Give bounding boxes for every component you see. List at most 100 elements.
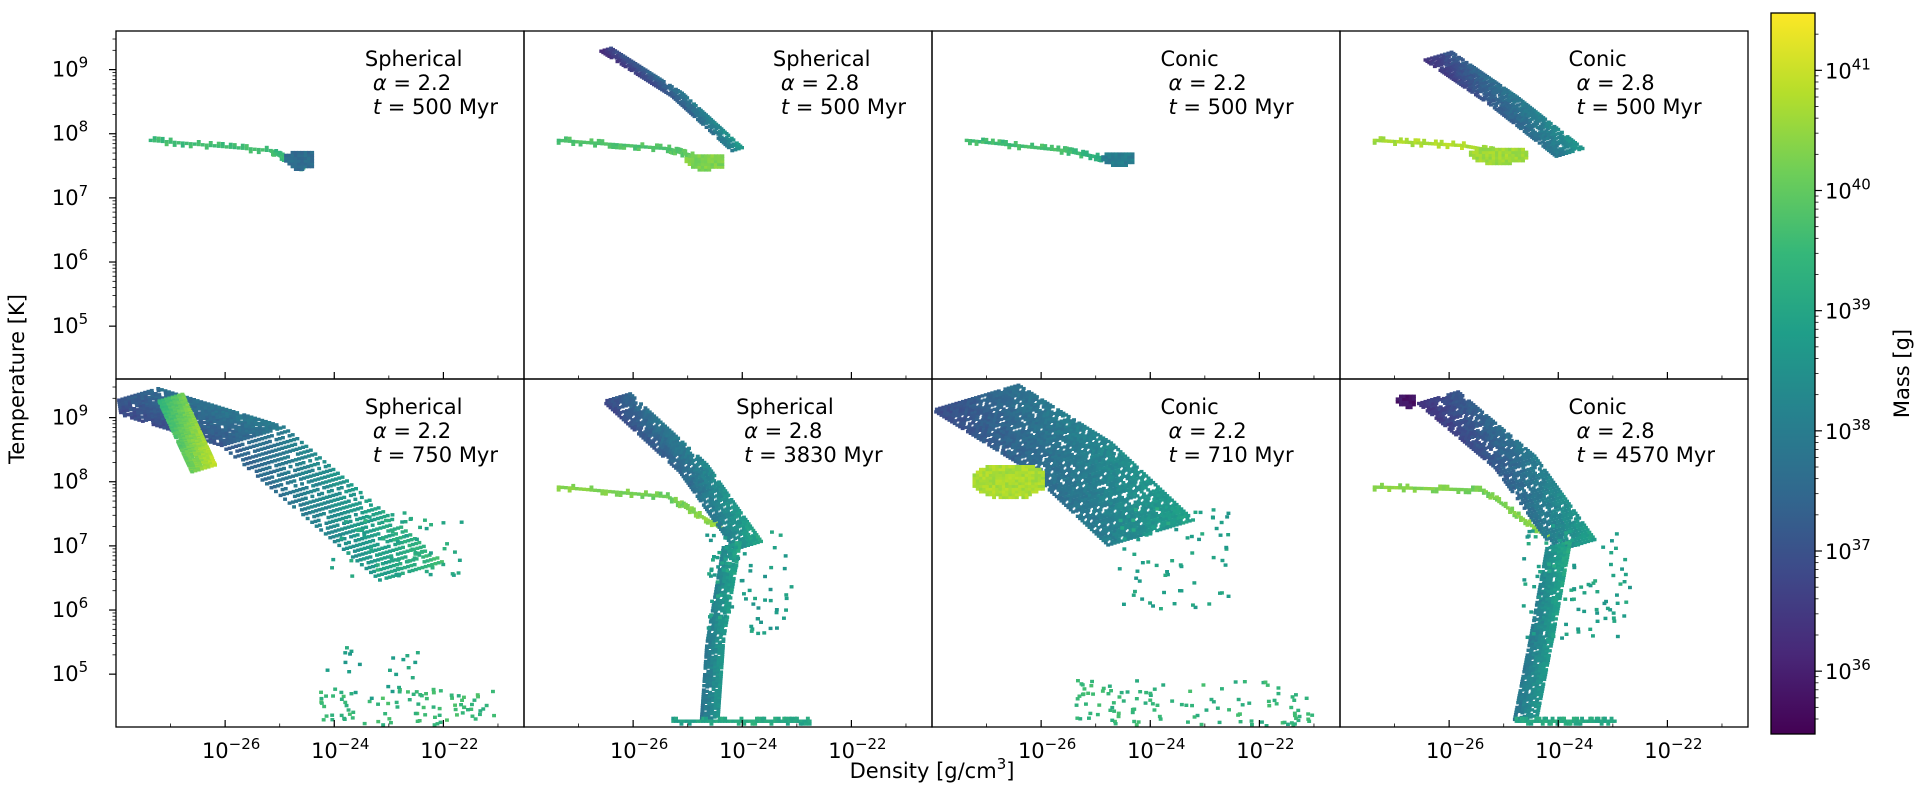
- heatmap-cell-p6: [722, 577, 727, 581]
- heatmap-cell-p7: [1040, 410, 1045, 414]
- heatmap-cell-p2: [611, 142, 616, 147]
- heatmap-cell-p5: [339, 512, 344, 516]
- heatmap-cell-p5: [318, 471, 323, 475]
- heatmap-cell-p6: [709, 480, 713, 484]
- heatmap-cell-p2: [676, 89, 680, 93]
- heatmap-cell-p5: [125, 408, 130, 413]
- heatmap-cell-p5: [380, 546, 385, 550]
- heatmap-cell-p6: [678, 470, 683, 474]
- heatmap-cell-p5: [328, 494, 332, 499]
- heatmap-cell-p6: [668, 441, 673, 445]
- heatmap-cell-p5: [298, 503, 303, 507]
- heatmap-cell-p7: [1009, 388, 1014, 392]
- heatmap-cell-p5: [343, 526, 348, 530]
- heatmap-cell-p6: [713, 611, 718, 615]
- heatmap-cell-p5: [420, 549, 424, 554]
- heatmap-cell-p5: [167, 397, 172, 401]
- heatmap-cell-p6: [619, 416, 624, 420]
- heatmap-cell-p3: [1124, 158, 1128, 162]
- heatmap-cell-p4: [1511, 120, 1516, 125]
- heatmap-cell-p5: [331, 694, 335, 698]
- heatmap-cell-p6: [671, 498, 676, 502]
- heatmap-cell-p7: [991, 398, 996, 402]
- heatmap-cell-p6: [715, 555, 720, 560]
- heatmap-cell-p5: [432, 723, 437, 727]
- heatmap-cell-p4: [1483, 77, 1488, 81]
- heatmap-cell-p5: [211, 459, 216, 463]
- heatmap-cell-p5: [236, 421, 241, 425]
- heatmap-cell-p4: [1390, 139, 1395, 144]
- heatmap-cell-p5: [302, 476, 306, 480]
- heatmap-cell-p6: [687, 507, 692, 512]
- heatmap-cell-p5: [259, 473, 264, 477]
- heatmap-cell-p5: [291, 474, 295, 478]
- heatmap-cell-p2: [640, 142, 645, 146]
- heatmap-cell-p6: [715, 618, 720, 622]
- heatmap-cell-p6: [736, 549, 741, 553]
- heatmap-cell-p5: [253, 418, 258, 423]
- heatmap-cell-p5: [301, 502, 306, 506]
- heatmap-cell-p2: [680, 154, 685, 158]
- heatmap-cell-p5: [363, 551, 368, 555]
- heatmap-cell-p4: [1548, 121, 1553, 126]
- heatmap-cell-p1: [307, 162, 311, 166]
- heatmap-cell-p5: [200, 408, 205, 412]
- heatmap-cell-p2: [648, 74, 653, 78]
- heatmap-cell-p5: [221, 432, 226, 436]
- heatmap-cell-p6: [614, 399, 618, 403]
- heatmap-cell-p2: [713, 157, 718, 161]
- heatmap-cell-p2: [669, 85, 674, 89]
- heatmap-cell-p6: [710, 487, 715, 491]
- heatmap-cell-p5: [373, 559, 377, 563]
- heatmap-cell-p6: [713, 667, 717, 672]
- heatmap-cell-p7: [999, 391, 1004, 395]
- heatmap-cell-p7: [996, 418, 1000, 423]
- heatmap-cell-p6: [703, 662, 708, 666]
- heatmap-cell-p5: [326, 489, 331, 494]
- heatmap-cell-p6: [625, 491, 630, 495]
- heatmap-cell-p6: [671, 719, 676, 723]
- heatmap-cell-p7: [1028, 423, 1033, 428]
- heatmap-cell-p6: [664, 453, 669, 457]
- heatmap-cell-p5: [348, 493, 353, 498]
- heatmap-cell-p5: [244, 423, 248, 427]
- heatmap-cell-p2: [567, 136, 572, 141]
- heatmap-cell-p5: [211, 411, 216, 416]
- heatmap-cell-p2: [571, 142, 576, 146]
- heatmap-cell-p6: [717, 644, 722, 649]
- heatmap-cell-p4: [1530, 125, 1535, 129]
- heatmap-cell-p6: [688, 451, 693, 455]
- heatmap-cell-p5: [400, 571, 405, 575]
- heatmap-cell-p7: [994, 399, 999, 404]
- heatmap-cell-p4: [1439, 142, 1444, 146]
- heatmap-cell-p2: [645, 79, 650, 83]
- heatmap-cell-p6: [727, 601, 732, 606]
- heatmap-cell-p5: [215, 416, 220, 421]
- heatmap-cell-p6: [752, 536, 757, 540]
- heatmap-cell-p5: [433, 562, 438, 566]
- heatmap-cell-p7: [1034, 397, 1039, 402]
- heatmap-cell-p7: [1003, 402, 1007, 406]
- heatmap-cell-p6: [686, 465, 690, 469]
- heatmap-cell-p5: [396, 567, 401, 571]
- heatmap-cell-p6: [730, 548, 735, 552]
- heatmap-cell-p6: [706, 712, 711, 717]
- heatmap-cell-p4: [1488, 161, 1493, 166]
- heatmap-cell-p4: [1472, 153, 1476, 157]
- heatmap-cell-p6: [717, 570, 722, 575]
- heatmap-cell-p5: [308, 459, 313, 463]
- heatmap-cell-p4: [1561, 152, 1565, 156]
- heatmap-cell-p5: [382, 566, 386, 571]
- heatmap-cell-p7: [999, 429, 1004, 434]
- heatmap-cell-p2: [710, 154, 715, 158]
- heatmap-cell-p5: [233, 420, 238, 424]
- heatmap-cell-p6: [574, 487, 579, 491]
- heatmap-cell-p2: [717, 165, 721, 169]
- heatmap-cell-p6: [715, 680, 720, 684]
- heatmap-cell-p6: [677, 504, 682, 509]
- heatmap-cell-p7: [951, 402, 956, 407]
- heatmap-cell-p6: [711, 622, 716, 626]
- heatmap-cell-p5: [170, 391, 175, 395]
- heatmap-cell-p6: [669, 454, 674, 458]
- heatmap-cell-p6: [711, 522, 716, 526]
